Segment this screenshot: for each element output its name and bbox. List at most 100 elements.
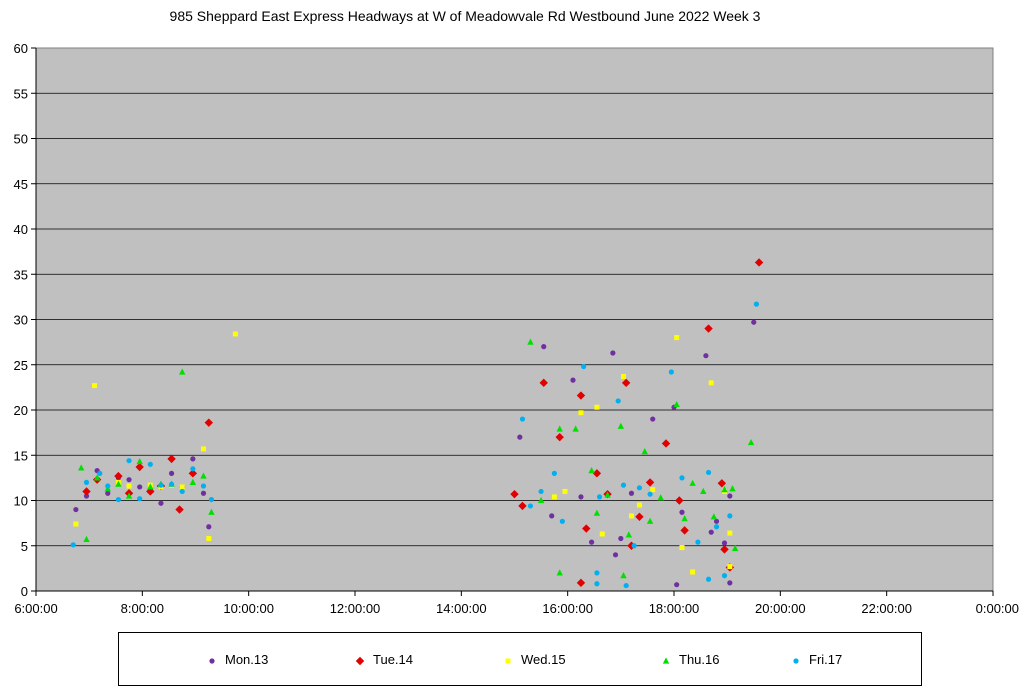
data-point bbox=[168, 481, 175, 487]
data-point bbox=[690, 569, 696, 575]
y-tick-label: 15 bbox=[14, 448, 28, 463]
data-point bbox=[593, 509, 601, 516]
data-point bbox=[620, 374, 626, 380]
data-point bbox=[73, 506, 79, 513]
data-point bbox=[720, 545, 729, 554]
data-point bbox=[208, 496, 215, 503]
data-point bbox=[708, 380, 714, 386]
data-point bbox=[596, 494, 603, 500]
data-point bbox=[562, 488, 568, 494]
data-point bbox=[599, 531, 605, 537]
chart-title: 985 Sheppard East Express Headways at W … bbox=[169, 8, 761, 24]
legend-item: Wed.15 bbox=[503, 652, 566, 667]
legend-marker bbox=[355, 656, 365, 665]
y-tick-label: 25 bbox=[14, 358, 28, 373]
data-point bbox=[754, 258, 764, 267]
y-tick-label: 35 bbox=[14, 267, 28, 282]
legend-marker-shape bbox=[355, 656, 365, 665]
data-point bbox=[705, 469, 712, 476]
legend: Mon.13 Tue.14 Wed.15 Thu.16 Fri.17 bbox=[118, 632, 922, 686]
data-point bbox=[641, 448, 648, 455]
data-point bbox=[679, 509, 685, 515]
data-point bbox=[689, 479, 696, 486]
data-point bbox=[582, 524, 591, 533]
legend-label: Fri.17 bbox=[809, 652, 843, 667]
data-point bbox=[200, 483, 207, 489]
data-point bbox=[679, 475, 685, 481]
data-point bbox=[721, 540, 728, 546]
data-point bbox=[727, 530, 733, 536]
data-point bbox=[126, 483, 132, 489]
data-point bbox=[549, 513, 555, 519]
data-point bbox=[555, 432, 564, 442]
data-point bbox=[126, 477, 132, 483]
x-tick-label: 20:00:00 bbox=[755, 601, 806, 616]
data-point bbox=[731, 544, 739, 552]
y-tick-label: 20 bbox=[14, 403, 28, 418]
data-point bbox=[578, 494, 584, 500]
legend-marker-shape bbox=[662, 656, 670, 664]
data-point bbox=[70, 542, 76, 548]
data-point bbox=[539, 378, 548, 388]
data-point bbox=[97, 470, 103, 476]
data-point bbox=[705, 576, 712, 582]
data-point bbox=[578, 410, 584, 416]
data-point bbox=[668, 369, 674, 375]
data-point bbox=[517, 434, 523, 440]
legend-marker-shape bbox=[209, 657, 215, 664]
x-tick-label: 8:00:00 bbox=[121, 601, 164, 616]
data-point bbox=[610, 350, 616, 356]
data-point bbox=[623, 582, 629, 589]
data-point bbox=[572, 425, 579, 432]
data-point bbox=[618, 535, 624, 542]
legend-marker-shape bbox=[793, 657, 799, 664]
data-point bbox=[747, 438, 755, 446]
data-point bbox=[628, 490, 635, 496]
data-point bbox=[527, 503, 534, 509]
data-point bbox=[158, 482, 164, 488]
data-point bbox=[727, 580, 733, 586]
x-tick-label: 18:00:00 bbox=[649, 601, 700, 616]
data-point bbox=[636, 485, 643, 491]
data-point bbox=[125, 492, 133, 499]
data-point bbox=[612, 552, 619, 558]
data-point bbox=[617, 422, 625, 429]
data-point bbox=[588, 467, 595, 474]
legend-item: Thu.16 bbox=[661, 652, 719, 667]
data-point bbox=[519, 416, 526, 422]
data-point bbox=[704, 324, 713, 333]
data-point bbox=[168, 470, 175, 476]
data-point bbox=[621, 378, 631, 388]
legend-item: Tue.14 bbox=[355, 652, 413, 667]
data-point bbox=[158, 500, 164, 506]
data-point bbox=[700, 487, 707, 495]
x-tick-label: 6:00:00 bbox=[14, 601, 57, 616]
data-point bbox=[77, 464, 85, 471]
data-point bbox=[625, 531, 633, 538]
data-points bbox=[70, 258, 764, 589]
data-point bbox=[576, 578, 586, 588]
data-point bbox=[635, 512, 644, 521]
data-point bbox=[73, 521, 79, 527]
data-point bbox=[713, 524, 720, 530]
data-point bbox=[708, 529, 714, 535]
data-point bbox=[588, 539, 595, 545]
data-point bbox=[646, 517, 654, 524]
data-point bbox=[179, 484, 185, 490]
y-tick-label: 50 bbox=[14, 132, 28, 147]
data-point bbox=[681, 515, 688, 522]
data-point bbox=[710, 513, 718, 520]
y-axis: 0 5 10 15 20 25 30 35 40 45 50 55 60 bbox=[14, 41, 37, 599]
data-point bbox=[594, 570, 600, 576]
data-point bbox=[570, 377, 576, 383]
data-point bbox=[713, 518, 720, 524]
data-point bbox=[91, 383, 97, 389]
data-point bbox=[727, 513, 733, 519]
data-point bbox=[727, 564, 733, 570]
data-point bbox=[147, 483, 154, 490]
data-point bbox=[135, 462, 144, 472]
data-point bbox=[518, 501, 527, 511]
data-point bbox=[717, 479, 727, 488]
legend-label: Thu.16 bbox=[679, 652, 720, 667]
legend-label: Wed.15 bbox=[521, 652, 566, 667]
